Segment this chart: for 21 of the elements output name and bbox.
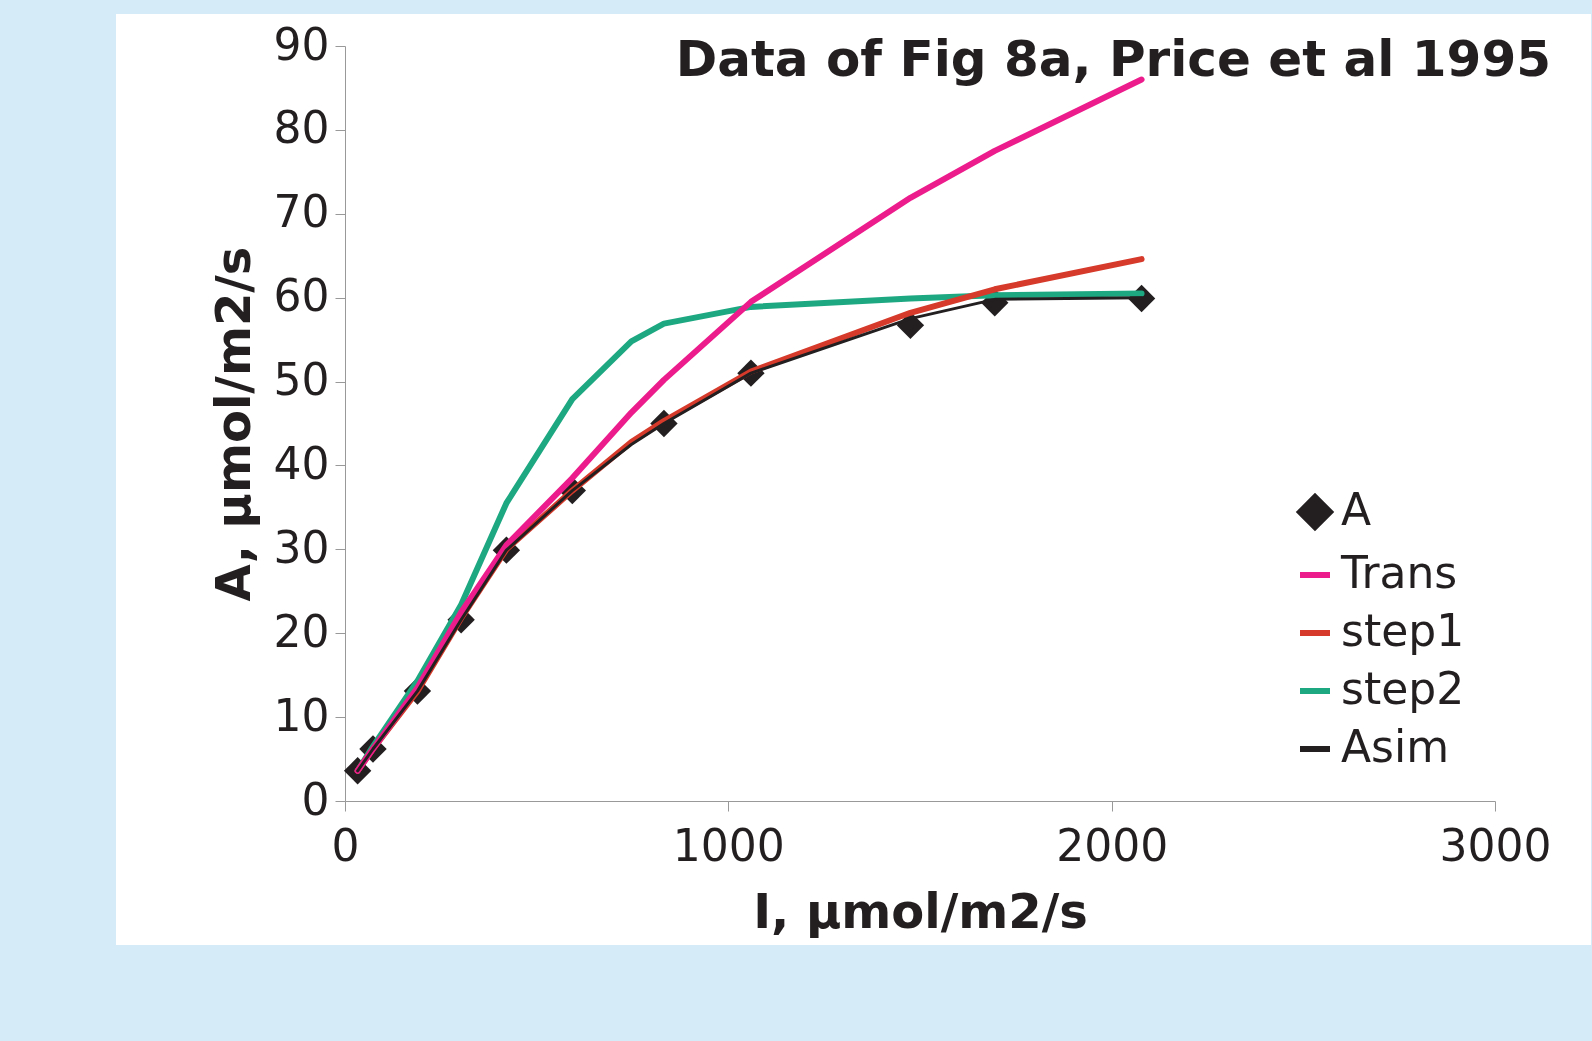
legend-label: A bbox=[1341, 484, 1372, 535]
y-tick-label: 0 bbox=[301, 773, 330, 825]
chart-title: Data of Fig 8a, Price et al 1995 bbox=[675, 30, 1551, 88]
y-tick-label: 30 bbox=[273, 521, 330, 573]
x-tick-label: 2000 bbox=[1056, 819, 1169, 871]
y-axis-title: A, μmol/m2/s bbox=[204, 246, 261, 602]
y-tick-label: 90 bbox=[273, 18, 330, 70]
legend-label: Asim bbox=[1341, 721, 1450, 772]
y-tick-label: 10 bbox=[273, 689, 330, 741]
y-tick-label: 50 bbox=[273, 354, 330, 406]
y-tick-label: 60 bbox=[273, 270, 330, 322]
y-tick-label: 80 bbox=[273, 102, 330, 154]
x-axis-title: I, μmol/m2/s bbox=[753, 882, 1088, 939]
legend-label: step1 bbox=[1341, 605, 1465, 656]
y-tick-label: 40 bbox=[273, 437, 330, 489]
y-tick-label: 20 bbox=[273, 605, 330, 657]
x-tick-label: 3000 bbox=[1439, 819, 1552, 871]
legend-label: Trans bbox=[1340, 547, 1458, 598]
x-tick-label: 1000 bbox=[672, 819, 785, 871]
y-tick-label: 70 bbox=[273, 186, 330, 238]
legend-label: step2 bbox=[1341, 663, 1465, 714]
